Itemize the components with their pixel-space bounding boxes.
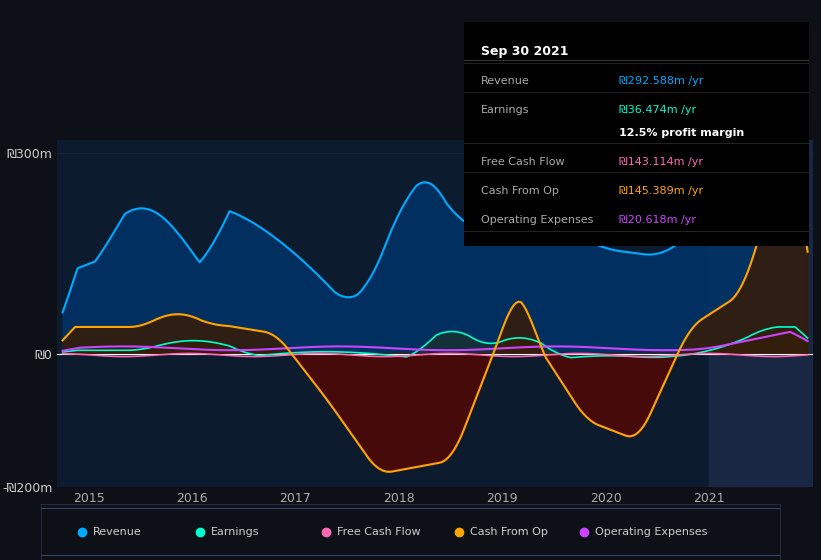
Text: Cash From Op: Cash From Op bbox=[470, 527, 548, 537]
Bar bbox=[709, 140, 813, 487]
Text: Revenue: Revenue bbox=[481, 76, 530, 86]
Text: Revenue: Revenue bbox=[93, 527, 141, 537]
Text: Operating Expenses: Operating Expenses bbox=[481, 215, 594, 225]
Text: Earnings: Earnings bbox=[481, 105, 530, 115]
Text: 12.5% profit margin: 12.5% profit margin bbox=[619, 128, 745, 138]
Text: Sep 30 2021: Sep 30 2021 bbox=[481, 45, 569, 58]
Text: ₪143.114m /yr: ₪143.114m /yr bbox=[619, 157, 703, 167]
Text: ₪292.588m /yr: ₪292.588m /yr bbox=[619, 76, 704, 86]
Text: Earnings: Earnings bbox=[211, 527, 259, 537]
Text: ₪145.389m /yr: ₪145.389m /yr bbox=[619, 186, 703, 196]
Text: Cash From Op: Cash From Op bbox=[481, 186, 559, 196]
Text: Operating Expenses: Operating Expenses bbox=[595, 527, 708, 537]
Text: ₪20.618m /yr: ₪20.618m /yr bbox=[619, 215, 696, 225]
Text: Free Cash Flow: Free Cash Flow bbox=[337, 527, 420, 537]
Text: ₪36.474m /yr: ₪36.474m /yr bbox=[619, 105, 696, 115]
Text: Free Cash Flow: Free Cash Flow bbox=[481, 157, 565, 167]
